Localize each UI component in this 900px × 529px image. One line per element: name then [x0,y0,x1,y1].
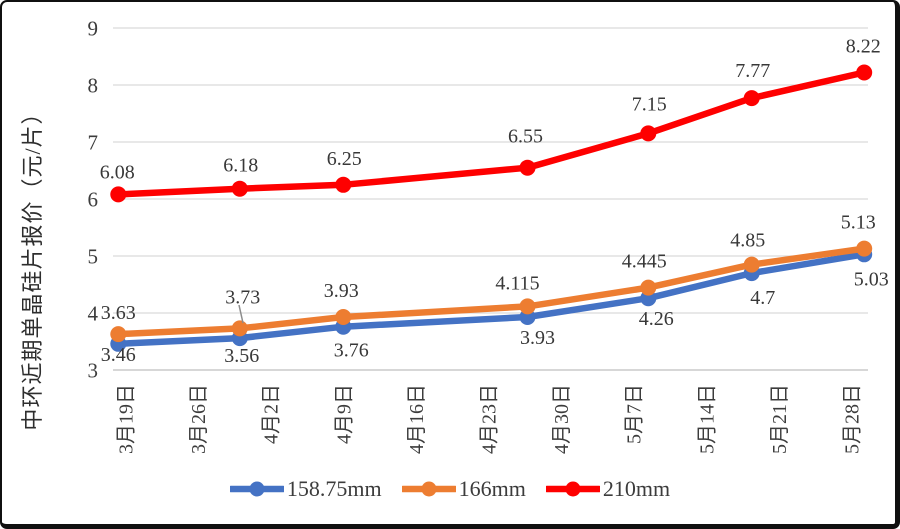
data-label-158.75mm: 4.26 [639,308,674,330]
y-tick-label: 7 [88,131,99,155]
data-labels: 3.46 3.56 3.76 3.93 4.26 4.7 5.03 3.63 3.73 3.93 4… [100,36,889,368]
data-label-210mm: 8.22 [846,36,881,58]
legend-marker-158.75mm [229,481,284,497]
data-label-166mm: 4.115 [495,272,539,294]
legend-item-210mm: 210mm [545,476,671,502]
x-tick-label: 3月26日 [188,384,210,454]
chart-legend: 158.75mm 166mm 210mm [0,476,900,502]
data-label-166mm: 4.85 [730,230,765,252]
data-label-166mm: 3.93 [324,280,359,302]
series-marker-210mm [856,64,873,81]
series-marker-210mm [640,125,657,142]
x-tick-label: 4月9日 [333,384,355,444]
data-label-158.75mm: 3.93 [520,327,555,349]
series-marker-166mm [110,326,127,343]
y-tick-label: 4 [88,302,99,326]
y-tick-label: 3 [88,359,99,383]
legend-marker-166mm [401,481,456,497]
y-tick-label: 5 [88,245,99,269]
series-marker-210mm [743,90,760,107]
data-label-158.75mm: 3.56 [224,345,259,367]
data-label-166mm: 3.63 [101,302,136,324]
x-tick-label: 5月14日 [696,384,718,454]
series-marker-166mm [231,320,248,337]
legend-item-158.75mm: 158.75mm [229,476,382,502]
x-tick-label: 4月30日 [551,384,573,454]
data-label-166mm: 4.445 [622,251,667,273]
series-marker-166mm [335,309,352,325]
legend-dot [249,481,265,497]
x-tick-label: 4月16日 [406,384,428,454]
data-label-leader-line [238,304,244,324]
data-label-158.75mm: 3.46 [101,344,136,366]
data-label-166mm: 3.73 [225,286,260,308]
legend-dot [421,481,437,497]
data-label-210mm: 7.15 [632,93,667,115]
data-label-210mm: 6.08 [100,161,135,183]
series-marker-210mm [519,159,536,176]
data-label-210mm: 7.77 [735,60,770,82]
legend-item-166mm: 166mm [401,476,526,502]
legend-label: 166mm [458,476,526,501]
axis-tick-labels: 3 4 5 6 7 8 9 3月19日 3月26日 4月2日 4月9日 4月16日 4月23日 4月30日… [88,17,864,455]
data-label-158.75mm: 3.76 [334,340,369,362]
x-tick-label: 5月7日 [624,384,646,444]
x-tick-label: 3月19日 [116,384,138,454]
series-marker-210mm [231,180,248,197]
y-axis-title: 中环近期单晶硅片报价（元/片） [20,101,45,430]
data-label-210mm: 6.18 [223,155,258,177]
y-tick-label: 9 [88,17,99,41]
x-tick-label: 5月21日 [769,384,791,454]
y-tick-label: 8 [88,74,99,98]
gridlines [113,27,868,371]
legend-marker-210mm [545,481,600,497]
series-marker-166mm [519,298,536,315]
legend-label: 158.75mm [286,476,382,501]
series-marker-166mm [856,240,873,257]
series-marker-210mm [335,176,352,193]
data-label-210mm: 6.55 [508,126,543,148]
x-tick-label: 5月28日 [842,384,864,454]
data-label-158.75mm: 5.03 [854,268,889,290]
legend-dot [565,481,581,497]
data-label-166mm: 5.13 [841,212,876,234]
y-tick-label: 6 [88,188,99,212]
series-marker-166mm [743,256,760,273]
x-tick-label: 4月23日 [479,384,501,454]
series-marker-166mm [640,279,657,296]
series-marker-210mm [110,186,127,203]
data-label-158.75mm: 4.7 [750,287,775,309]
data-label-210mm: 6.25 [327,148,362,170]
x-tick-label: 4月2日 [261,384,283,444]
legend-label: 210mm [602,476,671,501]
series-lines [110,64,873,352]
